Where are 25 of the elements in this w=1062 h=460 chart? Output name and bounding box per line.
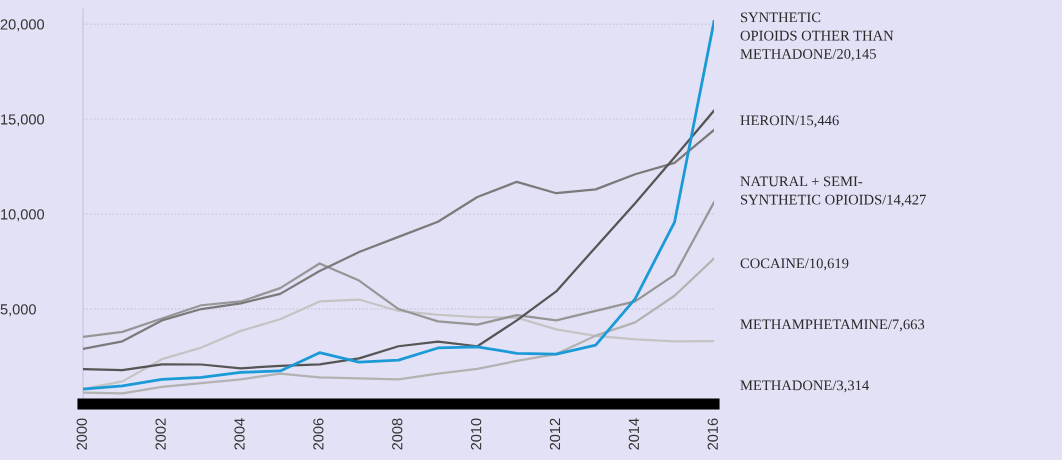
line-series — [83, 257, 714, 395]
x-tick-label: 2004 — [234, 418, 245, 450]
text: COCAINE/10,619 — [740, 258, 849, 271]
line-series — [83, 201, 714, 338]
text: METHAMPHETAMINE/7,663 — [740, 319, 925, 332]
x-tick-label: 2002 — [155, 418, 166, 450]
y-tick-label: 15,000 — [1, 114, 45, 127]
line-series — [83, 298, 714, 391]
series-label: HEROIN/15,446 — [740, 115, 839, 128]
y-tick-label: 10,000 — [1, 209, 45, 222]
y-tick-label: 5,000 — [0, 304, 36, 317]
text: METHADONE/3,314 — [740, 380, 869, 393]
x-tick-label: 2000 — [76, 418, 87, 450]
x-tick-label: 2014 — [628, 418, 640, 450]
y-tick-label: 20,000 — [0, 19, 45, 32]
line-series — [83, 128, 714, 351]
line-series — [83, 20, 714, 391]
line-series — [83, 109, 714, 372]
x-tick-label: 2016 — [707, 418, 718, 450]
x-tick-label: 2012 — [549, 418, 561, 450]
x-tick-label: 2010 — [470, 418, 482, 450]
x-tick-label: 2006 — [313, 418, 324, 450]
series-label: SYNTHETIC OPIOIDS OTHER THAN METHADONE/20,145 — [740, 12, 894, 61]
x-tick-label: 2008 — [392, 418, 403, 450]
text: NATURAL + SEMI- SYNTHETIC OPIOIDS/14,427 — [740, 176, 926, 207]
